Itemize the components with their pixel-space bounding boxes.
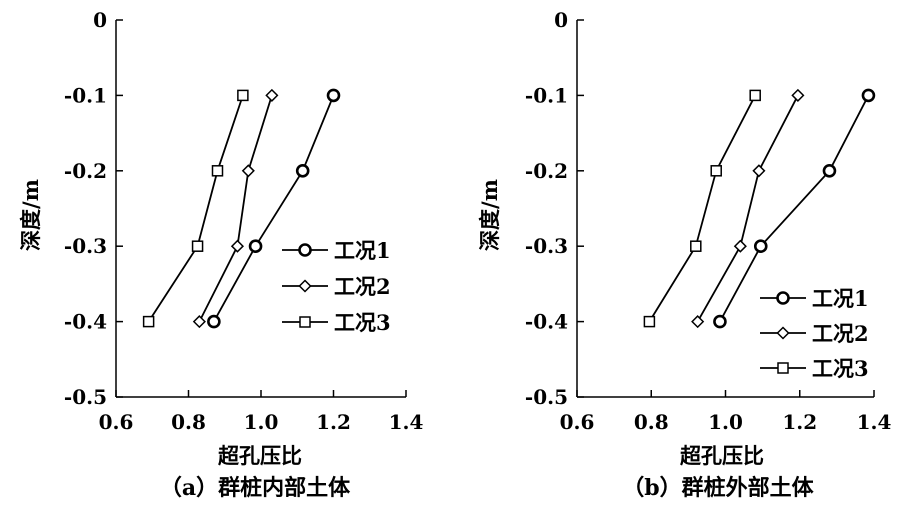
series-工况3: [142, 89, 249, 328]
data-point-diamond: [265, 88, 279, 102]
y-tick-label: -0.1: [64, 83, 107, 107]
series-line: [213, 95, 335, 323]
data-point-diamond: [691, 315, 705, 329]
data-point-square: [191, 240, 204, 252]
data-point-circle: [207, 314, 221, 329]
data-point-circle: [326, 88, 341, 103]
data-point-diamond: [752, 164, 766, 178]
legend-marker-square: [299, 316, 311, 328]
y-tick-label: -0.3: [64, 234, 107, 258]
x-tick-label: 0.6: [99, 410, 134, 434]
y-tick-label: -0.2: [525, 159, 568, 183]
data-point-square: [690, 240, 702, 252]
y-tick-label: -0.2: [64, 159, 107, 183]
data-point-circle: [248, 239, 263, 253]
x-axis-label: 超孔压比: [680, 443, 764, 468]
data-point-square: [237, 89, 249, 102]
legend-label: 工况3: [812, 356, 869, 381]
x-tick-label: 0.6: [560, 410, 595, 434]
series-工况2: [192, 88, 279, 329]
series-line: [648, 94, 756, 323]
legend-label: 工况1: [812, 286, 869, 311]
data-point-diamond: [733, 239, 747, 253]
series-工况1: [207, 88, 341, 329]
series-line: [696, 94, 799, 323]
x-tick-label: 1.2: [782, 410, 817, 434]
y-tick-label: -0.5: [525, 385, 568, 409]
data-point-circle: [713, 314, 727, 329]
y-axis-label: 深度/m: [18, 179, 43, 251]
data-point-diamond: [791, 88, 805, 102]
series-line: [198, 95, 273, 323]
series-工况3: [643, 89, 761, 328]
legend-label: 工况2: [812, 321, 869, 346]
legend-marker-square: [777, 362, 789, 374]
legend-marker-diamond: [776, 326, 790, 340]
x-axis-label: 超孔压比: [218, 443, 302, 468]
series-line: [147, 95, 244, 323]
y-tick-label: 0: [554, 8, 568, 32]
chart-panel-a: 0 -0.1 -0.2 -0.3 -0.4 -0.50.6 0.8 1.0 1.2 1.4 超孔压比…: [18, 8, 423, 501]
x-tick-label: 1.4: [389, 410, 424, 434]
series-工况1: [713, 88, 876, 329]
chart-caption: （b）群桩外部土体: [622, 475, 814, 501]
legend-label: 工况2: [334, 274, 391, 299]
y-axis-label: 深度/m: [477, 179, 502, 251]
legend-label: 工况1: [334, 238, 391, 263]
y-tick-label: 0: [93, 8, 107, 32]
data-point-circle: [295, 164, 310, 178]
x-tick-label: 0.8: [634, 410, 669, 434]
data-point-square: [749, 89, 761, 102]
y-tick-label: -0.3: [525, 234, 568, 258]
legend-label: 工况3: [334, 310, 391, 335]
x-tick-label: 1.0: [708, 410, 743, 434]
data-point-circle: [822, 164, 837, 178]
data-point-square: [643, 315, 656, 328]
data-point-circle: [753, 239, 768, 253]
series-line: [719, 94, 870, 323]
series-工况2: [691, 88, 805, 329]
y-tick-label: -0.5: [64, 385, 107, 409]
data-point-square: [211, 165, 224, 177]
chart-caption: （a）群桩内部土体: [160, 475, 351, 501]
y-tick-label: -0.4: [64, 310, 107, 334]
legend-marker-circle: [298, 243, 312, 257]
data-point-diamond: [192, 315, 206, 329]
chart-panel-b: 0 -0.1 -0.2 -0.3 -0.4 -0.50.6 0.8 1.0 1.2 1.4 超孔压比…: [477, 8, 891, 501]
x-tick-label: 0.8: [171, 410, 206, 434]
data-point-diamond: [241, 164, 255, 178]
y-tick-label: -0.1: [525, 83, 568, 107]
legend-marker-circle: [776, 291, 790, 305]
legend-marker-diamond: [298, 279, 312, 293]
data-point-square: [710, 165, 722, 177]
x-tick-label: 1.2: [316, 410, 351, 434]
x-tick-label: 1.0: [244, 410, 279, 434]
data-point-circle: [861, 88, 876, 103]
data-point-diamond: [230, 239, 244, 253]
data-point-square: [142, 315, 155, 328]
x-tick-label: 1.4: [857, 410, 892, 434]
y-tick-label: -0.4: [525, 310, 568, 334]
